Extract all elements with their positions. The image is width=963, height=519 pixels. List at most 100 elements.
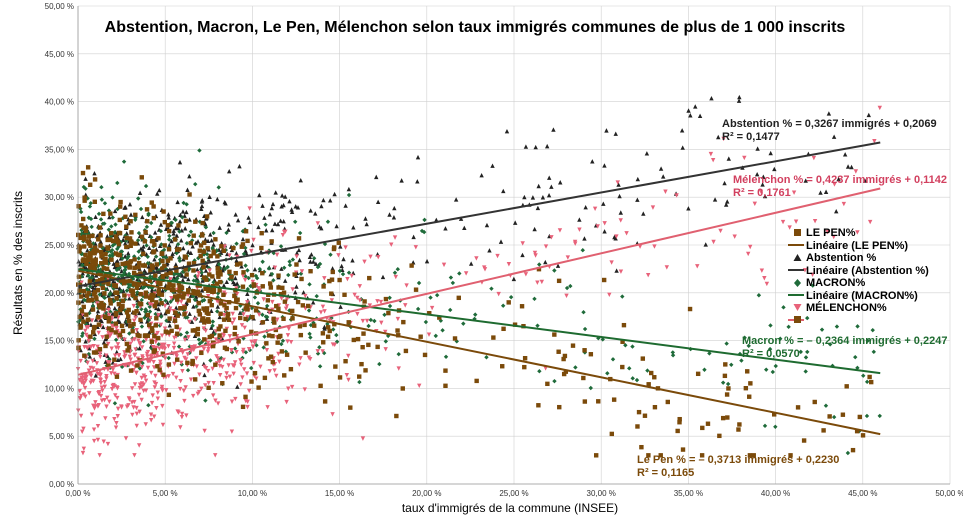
data-point-triangle-down [139, 345, 145, 350]
data-point-square [204, 306, 210, 311]
data-point-square [150, 265, 155, 271]
data-point-triangle [181, 245, 186, 251]
data-point-triangle [155, 191, 160, 196]
data-point-triangle [123, 241, 128, 246]
data-point-diamond [279, 341, 284, 347]
data-point-triangle [180, 277, 186, 283]
data-point-square [81, 319, 86, 324]
data-point-square [320, 331, 326, 336]
data-point-triangle-down [201, 346, 207, 352]
data-point-triangle [297, 257, 302, 263]
data-point-square [290, 316, 295, 321]
data-point-diamond [532, 296, 537, 302]
data-point-square [844, 384, 849, 389]
data-point-square [95, 287, 100, 293]
data-point-triangle-down [523, 272, 529, 277]
data-point-square [113, 310, 119, 316]
data-point-diamond [225, 264, 230, 270]
data-point-diamond [845, 450, 851, 456]
data-point-square [206, 288, 211, 293]
data-point-square [109, 257, 114, 262]
data-point-triangle-down [203, 328, 208, 334]
data-point-triangle [399, 178, 404, 183]
data-point-triangle [138, 246, 144, 251]
data-point-triangle-down [383, 329, 388, 335]
data-point-square [124, 244, 129, 250]
data-point-square [215, 254, 220, 259]
data-point-triangle [246, 215, 251, 220]
data-point-diamond [870, 327, 875, 333]
data-point-square [153, 273, 158, 278]
data-point-diamond [110, 195, 115, 200]
data-point-triangle-down [85, 360, 90, 366]
data-point-square [150, 239, 156, 244]
data-point-diamond [823, 403, 829, 408]
data-point-diamond [610, 357, 616, 362]
data-point-triangle-down [343, 245, 348, 250]
data-point-diamond [307, 331, 312, 337]
data-point-square [85, 239, 91, 244]
data-point-square [636, 409, 642, 415]
data-point-triangle-down [97, 377, 103, 382]
data-point-triangle [282, 194, 288, 199]
macron-r2: R² = 0,0570 [742, 348, 800, 360]
data-point-triangle-down [86, 324, 91, 330]
data-point-square [95, 279, 100, 284]
data-point-square [812, 399, 817, 405]
data-point-triangle-down [98, 372, 103, 377]
data-point-square [118, 307, 123, 313]
data-point-diamond [177, 272, 182, 277]
data-point-triangle-down [88, 344, 93, 350]
data-point-triangle-down [234, 291, 240, 297]
data-point-square [219, 244, 224, 249]
data-point-triangle [301, 290, 306, 295]
data-point-diamond [121, 159, 127, 164]
data-point-square [181, 295, 186, 300]
y-tick-label: 10,00 % [45, 384, 74, 393]
x-tick-label: 15,00 % [325, 489, 354, 498]
data-point-diamond [135, 238, 141, 243]
data-point-triangle-down [345, 276, 350, 282]
data-point-square [409, 263, 414, 268]
trend-line [77, 187, 881, 376]
data-point-square [117, 332, 123, 338]
data-point-square [658, 453, 663, 458]
data-point-triangle-down [286, 386, 291, 391]
data-point-triangle-down [745, 251, 751, 257]
data-point-square [687, 306, 693, 312]
data-point-square [88, 266, 94, 271]
data-point-triangle [530, 195, 536, 200]
data-point-triangle [252, 267, 258, 272]
data-point-square [235, 262, 240, 267]
data-point-square [79, 309, 85, 314]
data-point-square [183, 267, 188, 272]
data-point-square [83, 252, 88, 258]
data-point-square [245, 307, 250, 312]
data-point-diamond [286, 272, 291, 278]
data-point-triangle [80, 270, 85, 276]
y-tick-label: 0,00 % [49, 480, 74, 489]
data-point-triangle [590, 159, 595, 164]
data-point-diamond [457, 271, 462, 276]
data-point-triangle [736, 98, 742, 103]
data-point-square [87, 251, 93, 256]
data-point-diamond [83, 231, 88, 236]
data-point-diamond [159, 314, 164, 319]
data-point-square [82, 195, 87, 200]
data-point-square [129, 240, 134, 245]
data-point-square [101, 303, 106, 308]
data-point-triangle-down [294, 254, 299, 259]
data-point-diamond [99, 197, 105, 202]
data-point-triangle [583, 204, 588, 210]
data-point-square [474, 378, 479, 384]
data-point-square [162, 263, 167, 269]
data-point-triangle [171, 231, 176, 236]
data-point-square [302, 322, 307, 328]
data-point-square [168, 270, 173, 276]
data-point-square [290, 308, 295, 314]
data-point-triangle [126, 250, 131, 256]
data-point-square [609, 431, 615, 437]
data-point-diamond [368, 317, 374, 323]
data-point-triangle-down [758, 189, 764, 194]
data-point-square [198, 253, 203, 259]
